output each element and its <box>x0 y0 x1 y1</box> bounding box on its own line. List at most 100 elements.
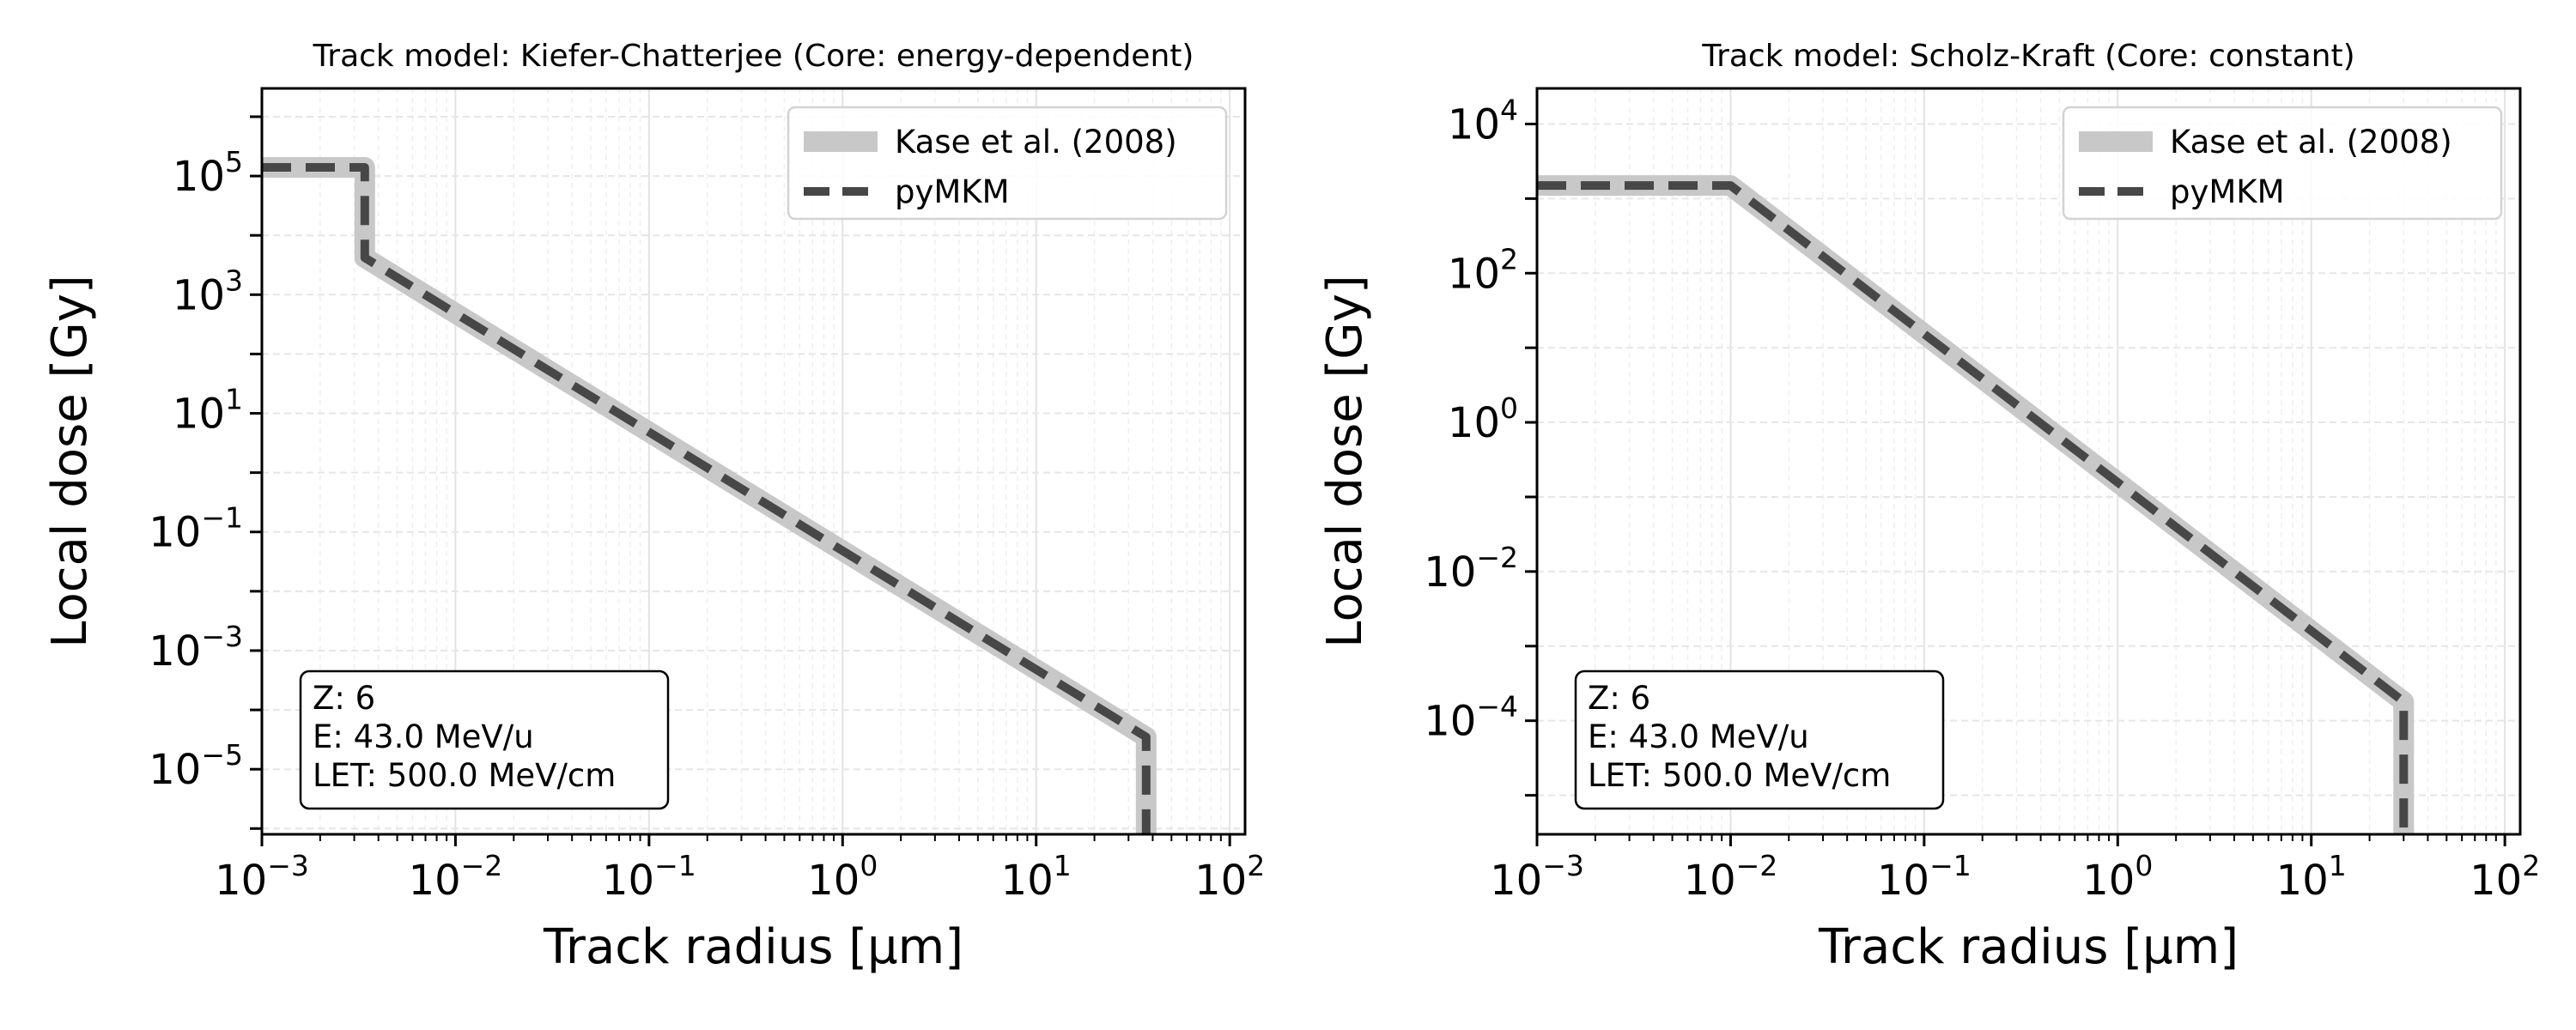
legend-box <box>787 106 1228 221</box>
y-tick-label-exp: 4 <box>1500 93 1518 126</box>
x-tick-label-exp: 2 <box>2522 849 2540 882</box>
x-tick-label-exp: −1 <box>1929 849 1971 882</box>
x-tick-label: 10−1 <box>602 849 696 905</box>
info-line: LET: 500.0 MeV/cm <box>1588 757 1891 794</box>
chart-panel-2: 10−3 10−2 10−1 100 101 10210410210010−210−4Tr… <box>1317 39 2540 975</box>
y-tick-label-exp: −3 <box>201 620 243 653</box>
y-axis-label: Local dose [Gy] <box>42 275 98 647</box>
info-line: LET: 500.0 MeV/cm <box>313 757 616 794</box>
x-tick-label-exp: −1 <box>654 849 696 882</box>
x-tick-label-base: 10 <box>1684 857 1736 905</box>
x-tick-label-base: 10 <box>807 857 860 905</box>
y-tick-label-exp: −2 <box>1476 541 1518 574</box>
info-box-frame <box>299 670 670 810</box>
legend: Kase et al. (2008) pyMKM <box>2062 106 2503 221</box>
y-tick-label-exp: 1 <box>225 383 243 416</box>
legend-box <box>2062 106 2503 221</box>
series-line-pymkm <box>1537 181 2409 834</box>
x-tick-label: 101 <box>1001 849 1072 905</box>
x-tick-label-base: 10 <box>409 857 461 905</box>
x-tick-label: 10−3 <box>1490 849 1584 905</box>
chart-title: Track model: Scholz-Kraft (Core: constan… <box>1701 39 2354 74</box>
x-tick-label-exp: 1 <box>1054 849 1072 882</box>
y-tick-label-exp: −5 <box>201 738 243 772</box>
y-tick-label: 10−1 <box>149 501 243 557</box>
x-tick-label-exp: 2 <box>1247 849 1265 882</box>
y-tick-label-exp: −4 <box>1476 690 1518 724</box>
y-tick-label: 100 <box>1448 391 1518 447</box>
x-axis-label: Track radius [μm] <box>1818 919 2239 975</box>
x-tick-label: 101 <box>2276 849 2347 905</box>
x-tick-label-exp: 0 <box>860 849 878 882</box>
x-tick-label-base: 10 <box>1490 857 1542 905</box>
x-tick-label-exp: 0 <box>2135 849 2153 882</box>
x-tick-label: 100 <box>807 849 878 905</box>
plot-frame <box>260 87 1247 836</box>
x-tick-label: 10−1 <box>1877 849 1971 905</box>
x-tick-label: 100 <box>2082 849 2153 905</box>
plot-frame <box>1535 87 2522 836</box>
y-tick-label: 104 <box>1448 93 1518 148</box>
y-tick-label-base: 10 <box>173 271 225 319</box>
x-tick-label-base: 10 <box>1194 857 1247 905</box>
y-tick-label: 10−2 <box>1424 541 1518 597</box>
y-tick-label-base: 10 <box>1424 548 1476 597</box>
x-axis-label: Track radius [μm] <box>543 919 963 975</box>
x-tick-label-exp: −3 <box>1542 849 1584 882</box>
series-line-pymkm <box>262 163 1151 834</box>
y-tick-label: 105 <box>173 145 243 201</box>
info-box-frame <box>1574 670 1945 810</box>
chart-title: Track model: Kiefer-Chatterjee (Core: en… <box>313 39 1194 74</box>
legend-label: pyMKM <box>895 173 1010 210</box>
y-axis-label: Local dose [Gy] <box>1317 275 1373 647</box>
x-tick-label-base: 10 <box>2276 857 2329 905</box>
y-tick-label-exp: 3 <box>225 264 243 297</box>
y-tick-label-base: 10 <box>1448 250 1500 298</box>
y-tick-label: 101 <box>173 383 243 439</box>
x-tick-label-base: 10 <box>602 857 654 905</box>
y-tick-label-base: 10 <box>173 153 225 201</box>
x-tick-label-exp: 1 <box>2329 849 2347 882</box>
y-tick-label-base: 10 <box>149 627 201 676</box>
x-tick-label-base: 10 <box>1877 857 1929 905</box>
y-tick-label: 10−5 <box>149 738 243 794</box>
y-tick-label-base: 10 <box>149 746 201 794</box>
y-tick-label-exp: 0 <box>1500 391 1518 425</box>
y-tick-label-exp: 2 <box>1500 242 1518 276</box>
x-tick-label: 10−2 <box>409 849 503 905</box>
x-tick-label-base: 10 <box>2470 857 2522 905</box>
x-tick-label-exp: −3 <box>267 849 309 882</box>
series-lines <box>1537 175 2415 834</box>
series-lines <box>262 157 1157 834</box>
y-tick-label: 10−3 <box>149 620 243 676</box>
x-tick-label-exp: −2 <box>461 849 503 882</box>
y-tick-label-base: 10 <box>173 391 225 439</box>
x-tick-label: 102 <box>2470 849 2540 905</box>
y-tick-label-base: 10 <box>1448 100 1500 148</box>
x-tick-label: 10−3 <box>215 849 309 905</box>
legend-label: pyMKM <box>2170 173 2285 210</box>
y-tick-label-base: 10 <box>1424 698 1476 746</box>
x-tick-label-exp: −2 <box>1736 849 1778 882</box>
info-line: Z: 6 <box>313 680 375 717</box>
info-line: E: 43.0 MeV/u <box>1588 718 1809 755</box>
y-tick-label: 103 <box>173 264 243 319</box>
y-tick-label: 102 <box>1448 242 1518 298</box>
y-tick-label-base: 10 <box>1448 399 1500 447</box>
y-tick-label-exp: −1 <box>201 501 243 535</box>
y-tick-label-exp: 5 <box>225 145 243 179</box>
y-tick-label-base: 10 <box>149 509 201 557</box>
x-tick-label-base: 10 <box>2082 857 2135 905</box>
info-line: E: 43.0 MeV/u <box>313 718 534 755</box>
x-tick-label-base: 10 <box>215 857 267 905</box>
y-tick-label: 10−4 <box>1424 690 1518 746</box>
x-tick-label: 102 <box>1194 849 1265 905</box>
x-tick-label: 10−2 <box>1684 849 1778 905</box>
legend-label: Kase et al. (2008) <box>895 124 1177 161</box>
chart-panel-1: 10−3 10−2 10−1 100 101 10210510310110−110−310… <box>42 39 1265 975</box>
x-tick-label-base: 10 <box>1001 857 1054 905</box>
legend: Kase et al. (2008) pyMKM <box>787 106 1228 221</box>
